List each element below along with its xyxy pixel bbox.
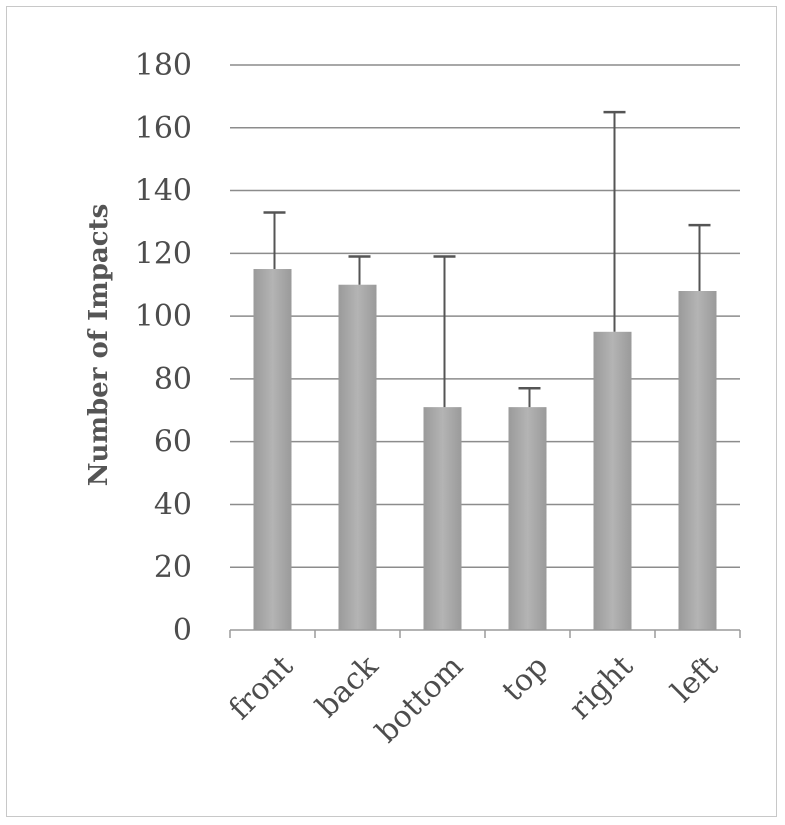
y-tick-labels: 0 20 40 60 80 100 120 140 160 180 bbox=[135, 48, 192, 648]
bar-back bbox=[338, 284, 377, 630]
y-tick-label: 80 bbox=[154, 362, 192, 397]
x-tick-label-front: front bbox=[222, 649, 300, 727]
y-tick-label: 20 bbox=[154, 550, 192, 585]
bar-bottom bbox=[423, 407, 462, 630]
error-bars bbox=[263, 110, 711, 408]
x-tick-label-right: right bbox=[563, 649, 640, 726]
y-tick-label: 40 bbox=[154, 487, 192, 522]
y-tick-label: 60 bbox=[154, 425, 192, 460]
y-tick-label: 140 bbox=[135, 174, 192, 209]
y-tick-label: 160 bbox=[135, 111, 192, 146]
bars bbox=[253, 269, 717, 630]
y-axis-label: Number of Impacts bbox=[84, 204, 114, 486]
y-tick-label: 180 bbox=[135, 48, 192, 83]
y-tick-label: 120 bbox=[135, 236, 192, 271]
bar-left bbox=[678, 291, 717, 630]
gridlines bbox=[229, 64, 741, 638]
bar-right bbox=[593, 331, 632, 630]
bar-front bbox=[253, 269, 292, 630]
x-tick-label-bottom: bottom bbox=[369, 649, 470, 750]
chart-frame bbox=[6, 6, 777, 817]
y-tick-label: 0 bbox=[173, 613, 192, 648]
bar-top bbox=[508, 407, 547, 630]
x-tick-label-back: back bbox=[309, 648, 385, 724]
x-tick-label-left: left bbox=[665, 649, 725, 709]
y-tick-label: 100 bbox=[135, 299, 192, 334]
x-tick-label-top: top bbox=[496, 649, 556, 709]
